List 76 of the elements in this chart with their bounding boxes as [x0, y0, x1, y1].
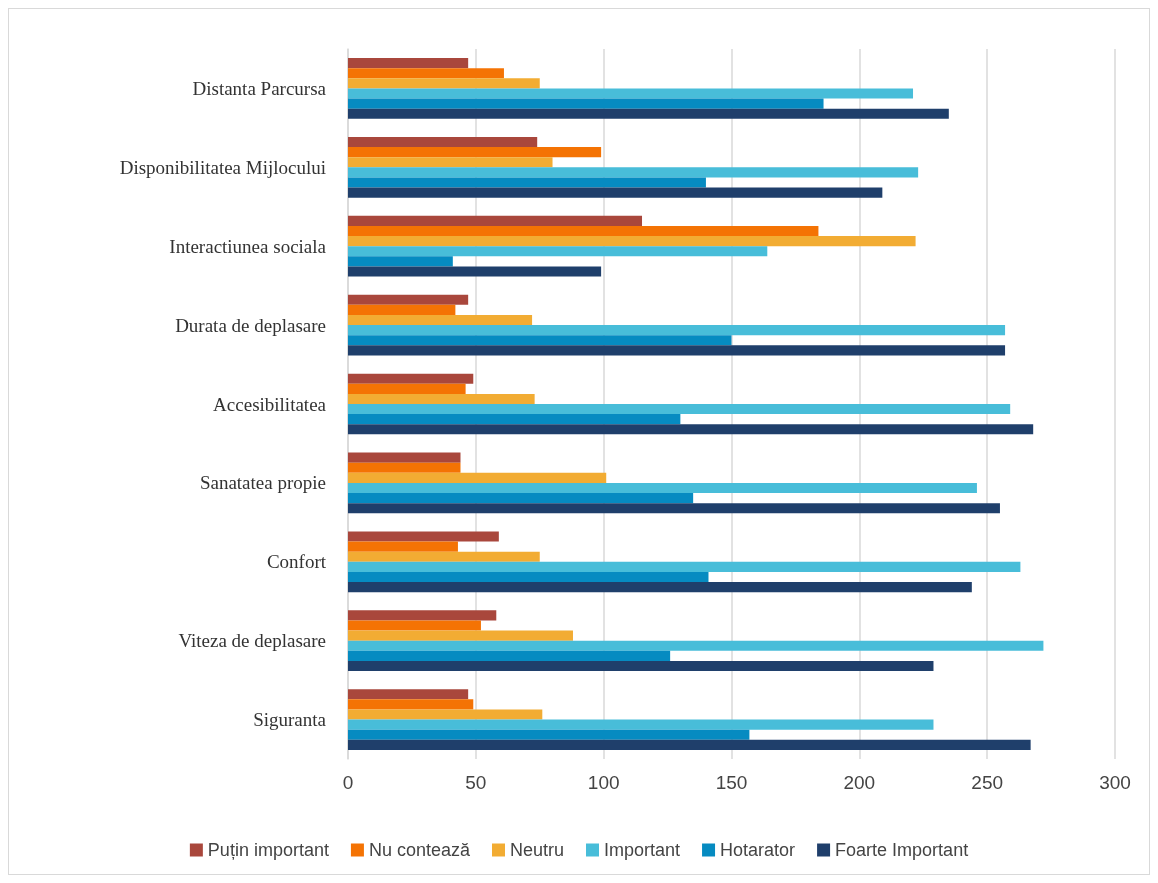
bar [348, 393, 535, 404]
bar [348, 187, 883, 198]
x-tick-label: 300 [1099, 772, 1131, 793]
bar [348, 640, 1044, 651]
x-tick-label: 200 [843, 772, 876, 793]
bar [348, 373, 474, 384]
y-tick-label: Siguranta [253, 709, 327, 731]
bar [348, 78, 540, 89]
bar [348, 531, 499, 542]
bar [348, 739, 1031, 750]
bar [348, 335, 732, 346]
bar [348, 136, 538, 148]
bar [348, 503, 1000, 514]
bar [348, 414, 681, 425]
legend-label: Foarte Important [835, 840, 969, 860]
y-tick-label: Disponibilitatea Mijlocului [119, 156, 326, 178]
bar [348, 246, 768, 257]
bar [348, 452, 461, 463]
bar [348, 541, 458, 552]
y-tick-label: Viteza de deplasare [178, 630, 326, 652]
bar [348, 88, 914, 99]
bar [348, 472, 607, 483]
bar [348, 462, 461, 473]
bar [348, 314, 533, 326]
bar [348, 650, 671, 661]
x-tick-label: 50 [465, 772, 487, 793]
y-tick-label: Interactiunea sociala [169, 235, 327, 257]
bar [348, 256, 453, 267]
bar [348, 167, 919, 178]
bar [348, 294, 469, 305]
bar [348, 345, 1006, 356]
legend-label: Important [604, 840, 681, 860]
bar [348, 630, 573, 641]
x-tick-label: 250 [971, 772, 1004, 793]
bar [348, 660, 934, 672]
bar [348, 58, 469, 69]
bar [348, 177, 706, 188]
bar [348, 699, 474, 710]
bar [348, 719, 934, 730]
bar [348, 571, 709, 583]
bar [348, 709, 543, 720]
y-tick-label: Sanatatea propie [199, 472, 326, 494]
bar [348, 108, 949, 119]
bar [348, 729, 750, 740]
y-tick-label: Distanta Parcursa [192, 77, 327, 99]
legend-label: Puțin important [207, 840, 329, 860]
x-tick-label: 0 [342, 772, 354, 793]
bar [348, 98, 824, 109]
bar [348, 147, 602, 158]
bar [348, 215, 643, 226]
bar [348, 551, 540, 562]
y-tick-label: Durata de deplasare [175, 314, 326, 336]
legend-label: Hotarator [720, 840, 796, 860]
bar [348, 236, 916, 247]
legend-label: Neutru [509, 840, 565, 860]
bar [348, 424, 1034, 435]
bar [348, 493, 694, 504]
bar [348, 68, 504, 79]
bar [348, 157, 553, 168]
y-tick-label: Confort [266, 551, 327, 573]
legend-label: Nu contează [368, 840, 471, 860]
bar [348, 225, 819, 237]
bar [348, 325, 1006, 336]
bar [348, 404, 1011, 415]
x-tick-label: 150 [715, 772, 748, 793]
bar [348, 383, 466, 394]
bar [348, 620, 481, 631]
bar [348, 610, 497, 621]
bar [348, 561, 1021, 572]
bar [348, 582, 972, 593]
bar [348, 689, 469, 700]
bar [348, 304, 456, 315]
y-tick-label: Accesibilitatea [213, 393, 327, 415]
bar [348, 266, 602, 277]
x-tick-label: 100 [587, 772, 620, 793]
bar [348, 482, 977, 494]
